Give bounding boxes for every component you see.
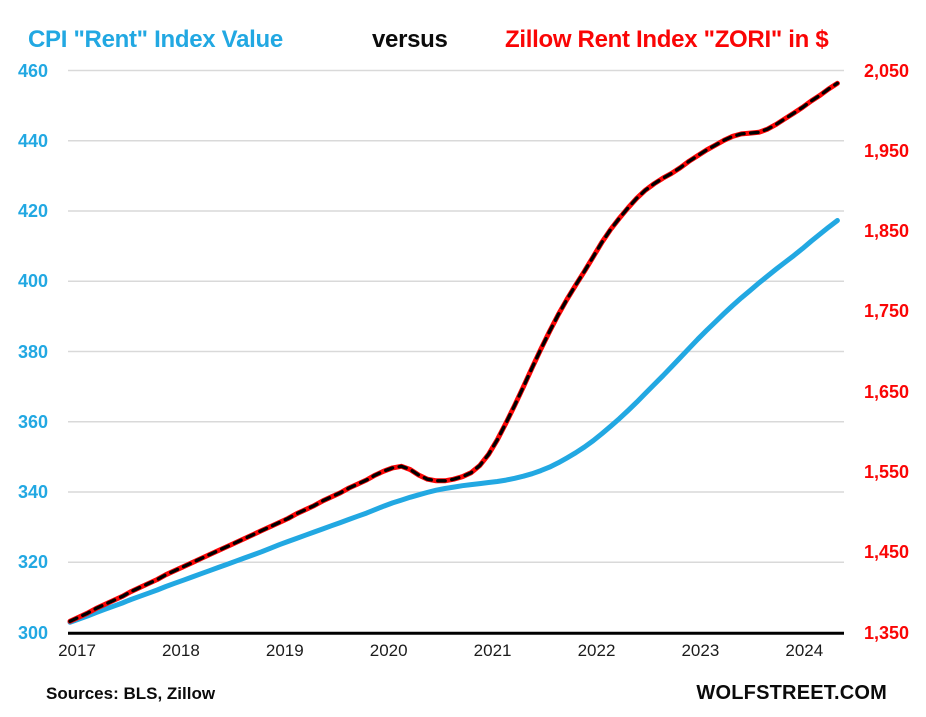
y-right-tick-label: 1,850 xyxy=(864,221,910,241)
y-right-tick-label: 2,050 xyxy=(864,61,910,81)
x-tick-label: 2020 xyxy=(369,641,408,660)
title-zori-part: Zillow Rent Index "ZORI" in $ xyxy=(505,26,829,53)
x-tick-label: 2022 xyxy=(577,641,616,660)
y-left-tick-label: 460 xyxy=(17,61,48,81)
y-right-tick-label: 1,650 xyxy=(864,382,910,402)
y-left-tick-label: 380 xyxy=(17,342,48,362)
y-left-tick-label: 300 xyxy=(17,623,48,643)
sources-note: Sources: BLS, Zillow xyxy=(46,684,216,703)
x-tick-label: 2024 xyxy=(785,641,824,660)
x-tick-label: 2017 xyxy=(58,641,96,660)
y-right-tick-label: 1,450 xyxy=(864,542,910,562)
y-left-tick-label: 340 xyxy=(17,482,48,502)
y-left-tick-label: 400 xyxy=(17,271,48,291)
y-right-tick-label: 1,950 xyxy=(864,141,910,161)
brand-wolfstreet: WOLFSTREET.COM xyxy=(696,682,887,704)
x-tick-label: 2021 xyxy=(473,641,512,660)
cpi-line xyxy=(67,218,840,625)
y-right-tick-label: 1,750 xyxy=(864,301,910,321)
x-tick-label: 2019 xyxy=(265,641,304,660)
y-left-tick-label: 440 xyxy=(17,131,48,151)
y-left-tick-label: 420 xyxy=(17,201,48,221)
title-versus-part: versus xyxy=(372,26,448,53)
y-left-tick-label: 320 xyxy=(17,552,48,572)
zori-dash-overlay xyxy=(68,81,840,623)
x-tick-label: 2018 xyxy=(161,641,200,660)
x-tick-label: 2023 xyxy=(681,641,720,660)
zori-line xyxy=(67,80,840,624)
y-right-tick-label: 1,350 xyxy=(864,623,910,643)
title-cpi-part: CPI "Rent" Index Value xyxy=(28,26,283,53)
y-left-tick-label: 360 xyxy=(17,412,48,432)
y-right-tick-label: 1,550 xyxy=(864,462,910,482)
